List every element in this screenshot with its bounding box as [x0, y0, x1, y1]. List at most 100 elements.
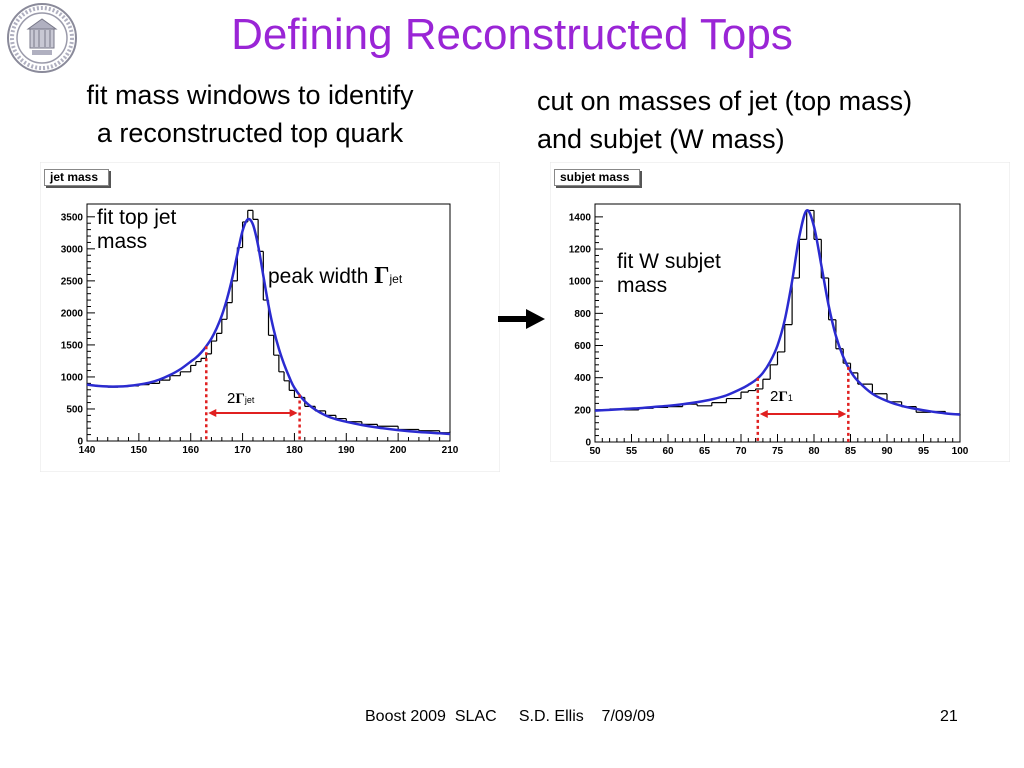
jet-xtick-label: 210 [442, 445, 459, 456]
slide-footer: Boost 2009 SLAC S.D. Ellis 7/09/09 [365, 708, 655, 725]
peak-width-note: peak width Γjet [268, 264, 402, 291]
subjet-xtick-label: 75 [772, 446, 784, 457]
subjet-histogram-bin [740, 391, 749, 399]
subjet-ytick-label: 1000 [569, 277, 592, 288]
right-arrow-icon [498, 309, 545, 329]
jet-histogram-bin [376, 424, 399, 427]
subjet-ytick-label: 0 [585, 438, 591, 449]
subjet-histogram-bin [871, 384, 887, 395]
jet-histogram-bin [226, 302, 233, 320]
subjet-histogram-bin [769, 364, 778, 380]
left-subtitle: fit mass windows to identify a reconstru… [38, 76, 462, 152]
jet-histogram-bin [283, 371, 290, 382]
subjet-histogram-bin [776, 351, 785, 365]
subjet-ytick-label: 1200 [569, 245, 592, 256]
subjet-width-sub: 1 [787, 393, 793, 403]
jet-ytick-label: 2500 [61, 276, 84, 287]
jet-ytick-label: 3500 [61, 212, 84, 223]
slide-number: 21 [940, 708, 958, 725]
subjet-mass-chart: 0 200 400 600 800 1000 1200 1400 50 55 60 65 70 75 80 8… [550, 162, 1010, 462]
jet-width-sub: jet [244, 395, 255, 405]
left-subtitle-line2: a reconstructed top quark [96, 118, 404, 148]
jet-ytick-label: 3000 [61, 244, 84, 255]
fit-top-jet-note-line2: mass [97, 230, 148, 253]
subjet-width-gamma: Γ [778, 389, 788, 405]
fit-w-subjet-note-line2: mass [617, 274, 668, 297]
slide-title: Defining Reconstructed Tops [231, 10, 793, 59]
subjet-xtick-label: 90 [881, 446, 893, 457]
jet-xtick-label: 140 [79, 445, 96, 456]
subjet-histogram-bin [755, 388, 763, 391]
fit-w-subjet-note: fit W subjet mass [617, 250, 721, 298]
subjet-pad [550, 162, 1010, 462]
jet-xtick-label: 200 [390, 445, 407, 456]
jet-width-gamma: Γ [235, 391, 245, 407]
jet-window-arrow-right-head [289, 409, 298, 417]
subjet-histogram-bin [798, 238, 807, 278]
jet-ytick-label: 1500 [61, 340, 84, 351]
jet-histogram-bin [179, 371, 191, 376]
subjet-xtick-label: 50 [589, 446, 601, 457]
jet-histogram-bin [221, 318, 228, 334]
subjet-ytick-label: 200 [574, 405, 591, 416]
fit-w-subjet-note-line1: fit W subjet [617, 250, 721, 273]
subjet-histogram-bin [725, 397, 741, 403]
right-subtitle: cut on masses of jet (top mass) and subj… [537, 82, 1017, 158]
subjet-xtick-label: 85 [845, 446, 857, 457]
subjet-xtick-label: 100 [952, 446, 969, 457]
subjet-xtick-label: 60 [662, 446, 674, 457]
university-seal-logo [7, 3, 77, 73]
fit-top-jet-note-line1: fit top jet [97, 206, 177, 229]
jet-ytick-label: 2000 [61, 308, 84, 319]
subjet-histogram-bin [747, 389, 756, 393]
jet-width-prefix: 2 [227, 390, 236, 407]
gamma-subscript: jet [389, 272, 403, 286]
jet-histogram-bin [418, 429, 440, 432]
subjet-xtick-label: 80 [808, 446, 820, 457]
right-subtitle-line1: cut on masses of jet (top mass) [537, 86, 913, 116]
jet-mass-tag: jet mass [44, 169, 110, 186]
subjet-xtick-label: 95 [918, 446, 930, 457]
subjet-window-arrow-right-head [838, 410, 847, 418]
jet-mass-chart: 0 500 1000 1500 2000 2500 3000 3500 140 150 160 170… [40, 162, 500, 472]
jet-frame [86, 203, 451, 442]
jet-histogram-bin [190, 364, 196, 372]
jet-histogram-bin [216, 332, 222, 342]
jet-xtick-label: 180 [286, 445, 303, 456]
jet-ytick-label: 1000 [61, 372, 84, 383]
jet-ytick-label: 0 [77, 437, 83, 448]
subjet-window-arrow-left-head [759, 410, 768, 418]
jet-ytick-label: 500 [66, 404, 83, 415]
subjet-xtick-label: 65 [699, 446, 711, 457]
jet-xtick-label: 150 [131, 445, 148, 456]
subjet-ytick-label: 400 [574, 373, 591, 384]
jet-histogram-bin [231, 280, 238, 303]
jet-histogram-bin [288, 380, 295, 391]
subjet-histogram-bin [696, 404, 712, 407]
subjet-histogram-bin [711, 402, 727, 406]
subjet-histogram-bin [762, 378, 771, 389]
subjet-ytick-label: 800 [574, 309, 591, 320]
subjet-fit-curve [594, 209, 961, 416]
jet-histogram-bin [252, 210, 259, 220]
jet-histogram-bin [210, 340, 217, 354]
subjet-mass-tag: subjet mass [554, 169, 641, 186]
jet-window-width-label: 2Γjet [227, 390, 254, 408]
jet-histogram-bin [278, 355, 285, 373]
jet-histogram-bin [195, 360, 202, 366]
jet-xtick-label: 190 [338, 445, 355, 456]
peak-width-text: peak width [268, 265, 375, 288]
fit-top-jet-note: fit top jet mass [97, 206, 176, 254]
subjet-xtick-label: 55 [626, 446, 638, 457]
right-subtitle-line2: and subjet (W mass) [537, 124, 785, 154]
subjet-ytick-label: 1400 [569, 212, 592, 223]
gamma-symbol: Γ [374, 263, 390, 289]
subjet-window-width-label: 2Γ1 [770, 388, 793, 406]
left-subtitle-line1: fit mass windows to identify [86, 80, 414, 110]
jet-xtick-label: 170 [234, 445, 251, 456]
jet-xtick-label: 160 [182, 445, 199, 456]
subjet-ytick-label: 600 [574, 341, 591, 352]
jet-window-arrow-left-head [208, 409, 217, 417]
jet-fit-curve [86, 217, 451, 436]
jet-histogram-bin [273, 335, 279, 356]
